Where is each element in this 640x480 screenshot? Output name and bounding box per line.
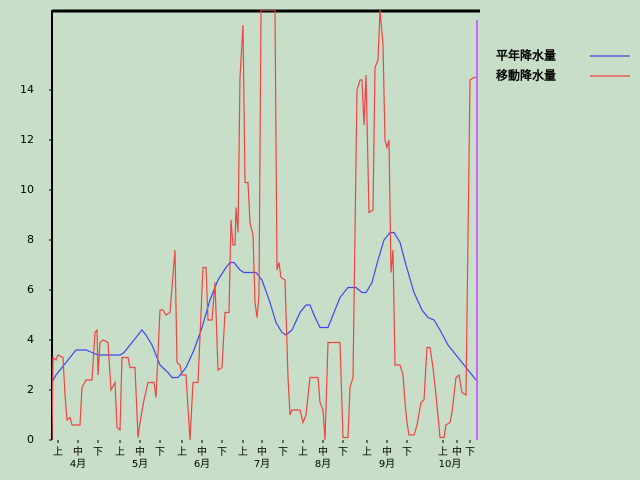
x-tick-label: 中 (452, 445, 462, 458)
x-tick-label: 上 (238, 446, 248, 458)
month-label: 4月 (70, 458, 86, 470)
y-tick-label: 0 (27, 433, 34, 446)
month-label: 7月 (254, 458, 270, 470)
x-tick-label: 中 (382, 445, 392, 458)
legend-label: 平年降水量 (496, 48, 556, 63)
series-line (52, 231, 479, 383)
month-label: 10月 (439, 458, 462, 470)
x-tick-label: 上 (438, 446, 448, 458)
month-label: 9月 (379, 458, 395, 470)
x-tick-label: 下 (338, 447, 348, 458)
y-tick-label: 6 (27, 283, 34, 296)
x-tick-label: 下 (93, 447, 103, 458)
x-tick-label: 上 (362, 446, 372, 458)
x-tick-label: 中 (73, 445, 83, 458)
x-tick-label: 上 (115, 446, 125, 458)
x-tick-label: 下 (402, 447, 412, 458)
plot-area (52, 10, 479, 441)
y-tick-label: 10 (20, 183, 34, 196)
month-label: 6月 (194, 458, 210, 470)
y-tick-label: 4 (27, 333, 34, 346)
x-tick-label: 中 (135, 445, 145, 458)
x-tick-label: 上 (53, 446, 63, 458)
y-tick-label: 14 (20, 83, 34, 96)
x-tick-label: 中 (197, 445, 207, 458)
x-tick-label: 中 (318, 445, 328, 458)
y-tick-label: 2 (27, 383, 34, 396)
month-label: 5月 (132, 458, 148, 470)
x-tick-label: 下 (155, 447, 165, 458)
x-tick-label: 下 (217, 447, 227, 458)
legend-label: 移動降水量 (496, 68, 556, 83)
series-line (52, 10, 477, 441)
x-tick-label: 下 (465, 447, 475, 458)
x-tick-label: 中 (257, 445, 267, 458)
y-tick-label: 12 (20, 133, 34, 146)
month-label: 8月 (315, 458, 331, 470)
y-tick-label: 8 (27, 233, 34, 246)
x-tick-label: 上 (298, 446, 308, 458)
x-tick-label: 上 (177, 446, 187, 458)
x-tick-label: 下 (278, 447, 288, 458)
